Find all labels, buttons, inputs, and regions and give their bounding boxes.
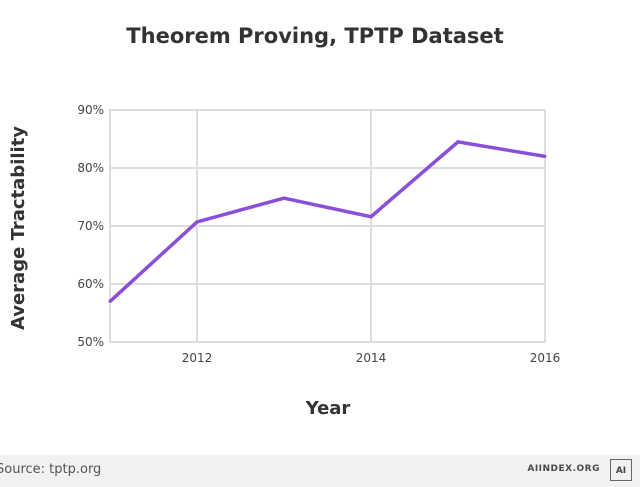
- data-point: [369, 215, 373, 219]
- y-tick-label: 90%: [77, 103, 104, 117]
- x-axis-label: Year: [305, 398, 351, 419]
- series-line: [108, 140, 546, 303]
- x-tick-label: 2014: [356, 351, 387, 365]
- line-chart: Theorem Proving, TPTP Dataset 50% 60% 70% 80…: [8, 24, 561, 419]
- data-point: [195, 220, 199, 224]
- chart: Theorem Proving, TPTP Dataset 50% 60% 70% 80…: [8, 24, 561, 419]
- brand-text: AIINDEX.ORG: [527, 464, 600, 474]
- source-text: Source: tptp.org: [0, 462, 102, 477]
- x-tick-label: 2012: [182, 351, 213, 365]
- plot-frame: [109, 109, 546, 343]
- footer-bar: Source: tptp.org AIINDEX.ORG AI: [0, 455, 640, 487]
- y-tick-label: 80%: [77, 161, 104, 175]
- data-point: [456, 140, 460, 144]
- y-tick-label: 60%: [77, 277, 104, 291]
- x-tick-label: 2016: [530, 351, 561, 365]
- chart-title: Theorem Proving, TPTP Dataset: [126, 24, 503, 48]
- data-point: [282, 196, 286, 200]
- y-axis-label: Average Tractability: [8, 126, 29, 330]
- ai-index-logo-icon: AI: [610, 459, 632, 481]
- y-tick-label: 70%: [77, 219, 104, 233]
- data-point: [108, 299, 112, 303]
- y-tick-label: 50%: [77, 335, 104, 349]
- data-point: [543, 154, 547, 158]
